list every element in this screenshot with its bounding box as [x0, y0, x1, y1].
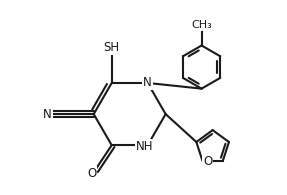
- Text: O: O: [203, 155, 212, 168]
- Text: SH: SH: [104, 41, 120, 54]
- Text: CH₃: CH₃: [191, 20, 212, 30]
- Text: N: N: [43, 108, 52, 121]
- Text: NH: NH: [136, 140, 154, 153]
- Text: O: O: [87, 167, 96, 180]
- Text: N: N: [143, 76, 152, 90]
